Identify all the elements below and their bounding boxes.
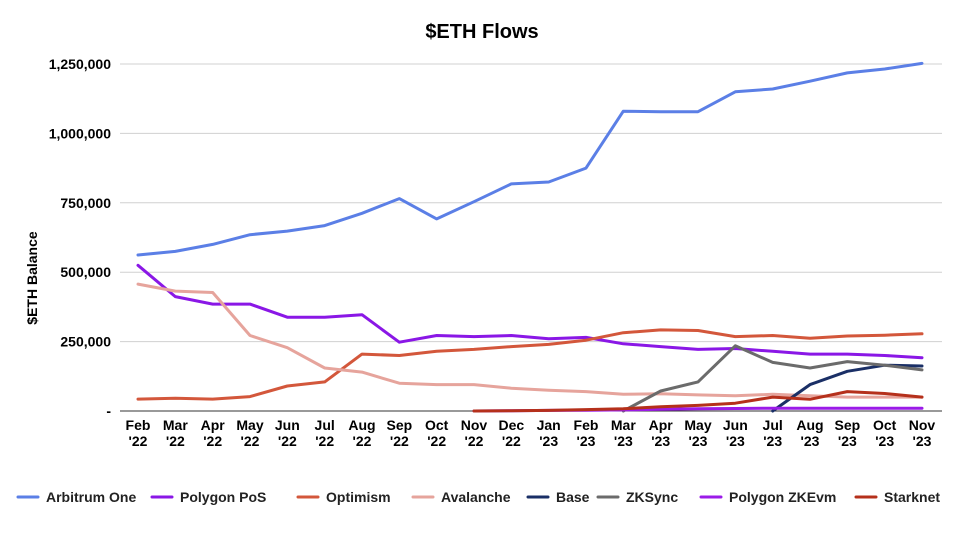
legend-label: Polygon PoS	[180, 489, 266, 505]
x-tick-label: Oct '23	[873, 417, 897, 449]
y-tick-label: 1,000,000	[49, 125, 111, 141]
x-tick-label: Feb '22	[126, 417, 151, 449]
legend-item-zksync[interactable]: ZKSync	[596, 489, 678, 505]
legend-item-base[interactable]: Base	[526, 489, 590, 505]
chart-title: $ETH Flows	[425, 21, 538, 43]
x-tick-label: May '22	[236, 417, 263, 449]
y-tick-label: 500,000	[60, 264, 111, 280]
x-tick-label: Mar '22	[163, 417, 188, 449]
legend-label: Optimism	[326, 489, 391, 505]
x-tick-label: Oct '22	[425, 417, 449, 449]
legend: Arbitrum One Polygon PoS Optimism Avalanche…	[16, 489, 940, 505]
x-tick-label: Aug '22	[348, 417, 375, 449]
y-axis-ticks: - 250,000 500,000 750,000 1,000,000 1,250,000	[49, 56, 112, 419]
legend-item-avalanche[interactable]: Avalanche	[411, 489, 511, 505]
legend-label: ZKSync	[626, 489, 678, 505]
x-tick-label: Jul '23	[763, 417, 783, 449]
grid	[120, 63, 942, 412]
legend-item-polygon-pos[interactable]: Polygon PoS	[150, 489, 266, 505]
x-tick-label: Sep '22	[386, 417, 412, 449]
x-tick-label: Nov '22	[461, 417, 488, 449]
legend-label: Starknet	[884, 489, 940, 505]
x-axis-ticks: Feb '22 Mar '22 Apr '22 May '22 Jun '22 Jul '22 Aug '…	[126, 417, 936, 449]
series-line-zksync	[621, 344, 924, 413]
x-tick-label: Feb '23	[574, 417, 599, 449]
x-tick-label: Apr '23	[649, 417, 674, 449]
y-axis-label: $ETH Balance	[24, 231, 40, 325]
x-tick-label: Apr '22	[201, 417, 226, 449]
x-tick-label: Aug '23	[796, 417, 823, 449]
series-line-optimism	[136, 328, 924, 401]
legend-item-arbitrum-one[interactable]: Arbitrum One	[16, 489, 136, 505]
x-tick-label: May '23	[684, 417, 711, 449]
x-tick-label: Nov '23	[909, 417, 936, 449]
series-lines	[136, 61, 924, 413]
x-tick-label: Dec '22	[498, 417, 524, 449]
y-tick-label: -	[106, 403, 111, 419]
series-line-arbitrum-one	[136, 61, 924, 257]
x-tick-label: Jul '22	[315, 417, 335, 449]
series-line-base	[771, 363, 924, 413]
legend-label: Arbitrum One	[46, 489, 136, 505]
legend-item-polygon-zkevm[interactable]: Polygon ZKEvm	[699, 489, 836, 505]
x-tick-label: Jan '23	[537, 417, 561, 449]
y-tick-label: 750,000	[60, 195, 111, 211]
series-line-starknet	[472, 390, 924, 413]
y-tick-label: 250,000	[60, 334, 111, 350]
series-line-avalanche	[136, 282, 924, 399]
legend-label: Base	[556, 489, 590, 505]
x-tick-label: Jun '22	[275, 417, 300, 449]
x-tick-label: Mar '23	[611, 417, 636, 449]
x-tick-label: Jun '23	[723, 417, 748, 449]
legend-label: Avalanche	[441, 489, 511, 505]
legend-label: Polygon ZKEvm	[729, 489, 836, 505]
y-tick-label: 1,250,000	[49, 56, 111, 72]
x-tick-label: Sep '23	[834, 417, 860, 449]
series-line-polygon-pos	[136, 263, 924, 360]
legend-item-optimism[interactable]: Optimism	[296, 489, 391, 505]
legend-item-starknet[interactable]: Starknet	[854, 489, 940, 505]
